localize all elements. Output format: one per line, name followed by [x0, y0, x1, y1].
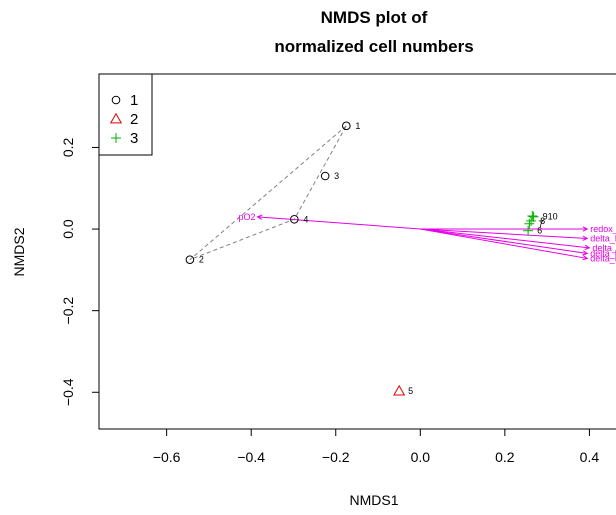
point-label-1: 3	[334, 171, 339, 181]
vector-arrow-5	[420, 228, 588, 259]
y-tick-label-2: 0.0	[60, 219, 76, 239]
point-10	[528, 211, 539, 222]
point-1	[342, 121, 351, 131]
point-5	[393, 384, 406, 396]
point-6	[523, 225, 534, 236]
legend-label-2: 2	[130, 111, 138, 128]
point-2	[185, 255, 195, 264]
y-axis-label: NMDS2	[11, 227, 27, 276]
point-9	[527, 211, 538, 221]
x-tick-label-5: 0.4	[580, 449, 600, 465]
legend-symbol-2	[109, 112, 123, 124]
vector-label-0: pO2	[239, 212, 256, 222]
legend-symbol-3	[111, 133, 121, 143]
vector-label-4: delta_B	[590, 249, 616, 259]
x-axis-label: NMDS1	[349, 492, 398, 508]
vector-label-3: delta_B1	[592, 243, 616, 253]
y-axis: −0.4 −0.2 0.0 0.2	[60, 138, 100, 406]
vector-arrowhead-5	[582, 255, 589, 261]
legend-box	[98, 73, 153, 156]
point-layer	[185, 121, 539, 396]
legend-entries: 1 2 3	[109, 92, 138, 147]
vector-label-5: delta_B2	[590, 253, 616, 263]
point-label-4: 5	[408, 386, 413, 396]
point-label-2: 4	[303, 214, 308, 224]
point-label-6: 8	[540, 216, 545, 226]
chart-title: NMDS plot of normalized cell numbers	[274, 8, 473, 56]
vector-layer: pO2 redox_pdelta_B3delta_B1delta_Bdelta_B…	[239, 212, 616, 264]
legend: 1 2 3	[98, 73, 153, 156]
point-3	[320, 171, 330, 181]
hull-layer	[189, 125, 347, 261]
point-label-5: 910	[543, 211, 558, 221]
vector-label-1: redox_p	[590, 224, 616, 234]
x-tick-label-4: 0.2	[495, 449, 515, 465]
chart-title-line-2: normalized cell numbers	[274, 37, 473, 56]
x-tick-label-1: −0.4	[237, 449, 265, 465]
legend-symbol-1	[111, 95, 121, 105]
point-label-8: 6	[537, 226, 542, 236]
x-tick-label-3: 0.0	[411, 449, 431, 465]
x-axis: −0.6 −0.4 −0.2 0.0 0.2 0.4	[153, 428, 600, 465]
point-label-7: 7	[538, 219, 543, 229]
legend-label-3: 3	[130, 130, 138, 147]
vector-arrowhead-2	[582, 235, 589, 241]
y-tick-label-0: −0.4	[60, 378, 76, 406]
vector-label-2: delta_B3	[590, 233, 616, 243]
vector-arrowhead-4	[582, 250, 589, 256]
vector-arrowhead-1	[582, 226, 589, 232]
vector-arrow-3	[420, 228, 590, 249]
x-tick-label-0: −0.6	[153, 449, 181, 465]
y-tick-label-1: −0.2	[60, 297, 76, 325]
vector-arrow-0	[257, 216, 421, 230]
point-label-3: 2	[199, 255, 204, 265]
y-tick-label-3: 0.2	[60, 138, 76, 158]
x-tick-label-2: −0.2	[322, 449, 350, 465]
point-7	[524, 218, 535, 229]
point-label-0: 1	[355, 121, 360, 131]
chart-title-line-1: NMDS plot of	[321, 8, 428, 27]
vector-arrowhead-3	[584, 244, 591, 250]
point-8	[526, 215, 537, 226]
legend-label-1: 1	[130, 92, 138, 109]
hull-group-1	[189, 125, 347, 261]
vector-arrow-4	[420, 228, 588, 255]
vector-arrowhead-0	[256, 214, 263, 220]
point-4	[290, 214, 299, 224]
vector-arrow-2	[420, 228, 588, 239]
